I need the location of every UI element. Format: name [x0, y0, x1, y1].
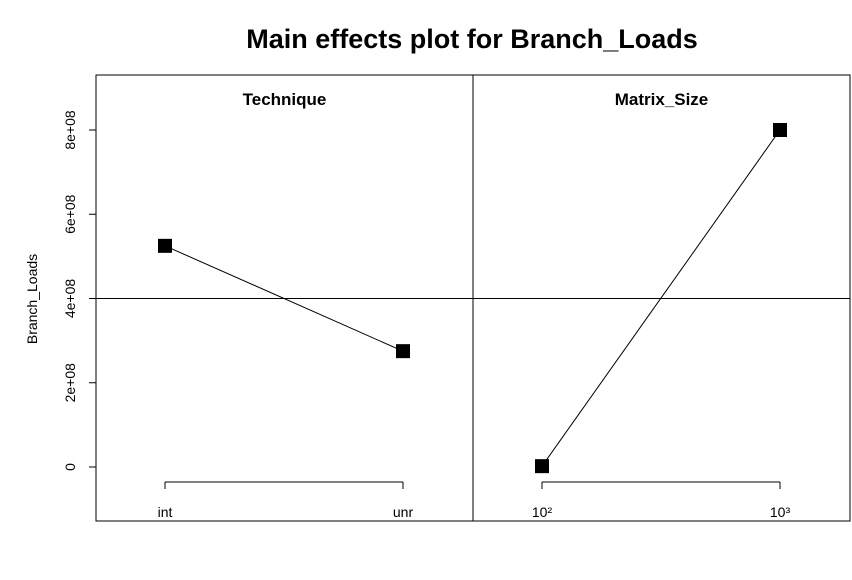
panel-title: Technique: [243, 90, 327, 109]
x-tick-label: int: [158, 504, 173, 520]
series-line: [164, 245, 404, 352]
x-tick-label: unr: [393, 504, 414, 520]
plot-area: 0 2e+08 4e+08 6e+08 8e+08 Technique int unr Matr…: [62, 74, 851, 522]
y-tick-label: 0: [62, 463, 78, 471]
y-axis-label: Branch_Loads: [24, 254, 40, 344]
data-point: [773, 123, 787, 137]
y-tick-label: 2e+08: [62, 363, 78, 403]
data-point: [535, 459, 549, 474]
x-tick-label: 10²: [532, 504, 553, 520]
chart-title: Main effects plot for Branch_Loads: [246, 24, 698, 54]
x-tick-label: 10³: [770, 504, 791, 520]
series-line: [541, 129, 781, 467]
data-point: [396, 344, 410, 359]
y-tick-label: 4e+08: [62, 279, 78, 319]
y-tick-label: 6e+08: [62, 194, 78, 234]
data-point: [158, 238, 172, 253]
y-tick-label: 8e+08: [62, 110, 78, 150]
panel-title: Matrix_Size: [615, 90, 709, 109]
